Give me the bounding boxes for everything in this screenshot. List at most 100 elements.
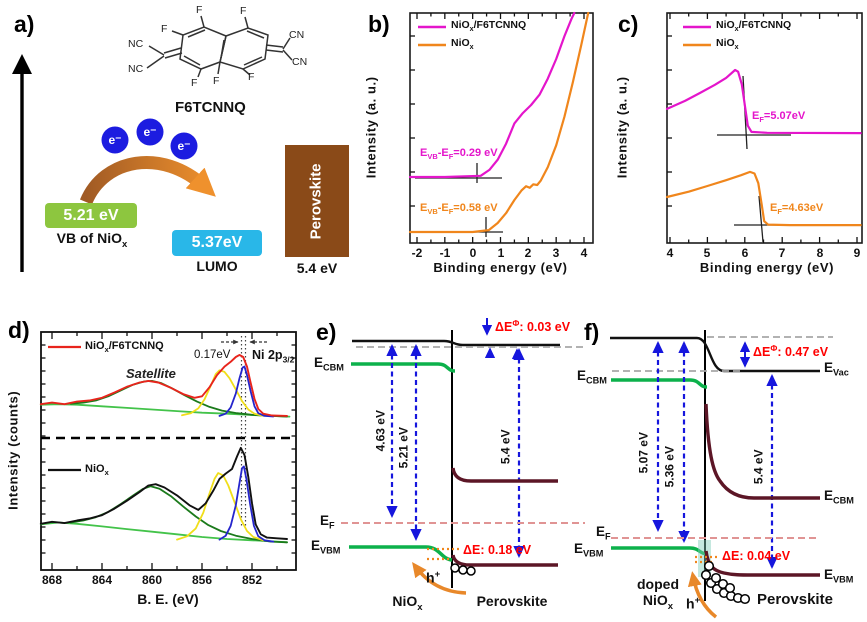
y-axis-label-d: Intensity (counts) [5, 390, 21, 510]
electron-label: e⁻ [108, 133, 122, 147]
hole-label-e: h+ [426, 569, 441, 586]
legend-entry-niox-f6tcnnq-c: NiOx/F6TCNNQ [716, 19, 792, 34]
y-axis-label-c: Intensity (a. u.) [614, 76, 630, 179]
evbm-label-e: EVBM [311, 538, 341, 556]
plot-frame-c [666, 12, 863, 244]
molecule-name: F6TCNNQ [175, 99, 246, 116]
panel-label-b: b) [368, 11, 390, 37]
peak-shift-value: 0.17eV [194, 349, 231, 361]
perovskite-block [285, 145, 349, 257]
legend-entry-niox-f6tcnnq-b: NiOx/F6TCNNQ [451, 19, 527, 34]
curve-b-niox-f6tcnnq [408, 11, 576, 179]
perovskite-block-label: Perovskite [307, 163, 325, 240]
perovskite-material-label-e: Perovskite [476, 593, 548, 609]
lumo-caption: LUMO [196, 258, 238, 274]
x-tick-b: 2 [524, 246, 532, 260]
curve-c-niox [665, 170, 862, 227]
curve-d-top-856 [181, 369, 265, 417]
panel-label-d: d) [8, 317, 30, 343]
vacuum-shift-annotation-f: ΔEΦ: 0.47 eV [753, 343, 829, 360]
x-tick-b: 3 [552, 246, 560, 260]
fluorine-atom-label: F [191, 77, 198, 89]
x-axis-label-c: Binding energy (eV) [699, 260, 835, 275]
fluorine-atom-label: F [248, 71, 255, 83]
work-function-arrows-f [652, 341, 778, 569]
cutoff-markers-c [717, 75, 807, 243]
vbm-offset-annotation-e: ΔE: 0.18 eV [463, 543, 532, 557]
evbm-left-label-f: EVBM [574, 541, 604, 559]
panel-label-a: a) [14, 11, 35, 37]
curve-d-top-853 [218, 365, 275, 418]
work-function-arrows-e [386, 344, 525, 558]
panel-label-c: c) [618, 11, 639, 37]
ef-label-f: EF [596, 524, 611, 542]
vacuum-level-e [352, 339, 560, 347]
plot-frame-d [40, 331, 297, 571]
niox-vbm-line-e [349, 545, 453, 562]
curve-d-bot-background [39, 521, 288, 544]
vbm-offset-dots-e [427, 547, 460, 561]
axis-ticks [41, 13, 858, 570]
lumo-energy-box: 5.37eV [172, 230, 262, 256]
cn-group-label: CN [289, 29, 305, 41]
peak-shift-guides [240, 336, 247, 528]
panel-label-f: f) [584, 319, 600, 345]
electron-circles [101, 118, 198, 160]
perovskite-material-label-f: Perovskite [757, 591, 833, 608]
fluorine-atom-label: F [240, 5, 247, 17]
curve-c-niox-f6tcnnq [665, 68, 862, 135]
evac-label-f: EVac [824, 360, 849, 378]
perovskite-cbm-line-f [704, 403, 820, 500]
hole-circles-e [450, 563, 476, 576]
nc-group-label: NC [128, 38, 144, 50]
ip-value-521: 5.21 eV [396, 427, 411, 469]
ef-annotation-orange: EF=4.63eV [770, 202, 824, 217]
perovskite-vbm-line-e [451, 554, 558, 567]
fluorine-atom-label: F [196, 4, 203, 16]
x-tick-d: 864 [91, 573, 113, 587]
vb-onset-markers-b [415, 163, 503, 237]
x-tick-c: 8 [816, 246, 824, 260]
x-axis-label-d: B. E. (eV) [137, 591, 199, 607]
evbm-right-label-f: EVBM [824, 567, 854, 585]
niox-cbm-line-f [611, 378, 708, 389]
x-tick-d: 852 [241, 573, 263, 587]
vb-onset-annotation-magenta: EVB-EF=0.29 eV [420, 147, 498, 162]
curve-d-bot-853 [218, 465, 275, 543]
x-tick-b: 0 [469, 246, 477, 260]
fluorine-atom-label: F [161, 23, 168, 35]
electron-transfer-arrow [79, 156, 216, 205]
panel-a-graphics [12, 15, 293, 272]
ip-value-536: 5.36 eV [662, 446, 677, 488]
x-tick-d: 856 [191, 573, 213, 587]
curve-d-bot-exp [39, 446, 288, 540]
niox-cbm-line-e [351, 362, 456, 373]
curve-d-top-exp [39, 353, 288, 417]
x-tick-c: 4 [666, 246, 674, 260]
legend-entry-niox-d: NiOx [85, 463, 109, 478]
x-tick-b: 4 [580, 246, 588, 260]
vb-energy-box: 5.21 eV [45, 203, 137, 228]
curve-d-bot-856 [176, 472, 265, 542]
perovskite-cbm-line-e [451, 467, 558, 483]
hole-transfer-arrow-f [687, 571, 718, 619]
electron-label: e⁻ [143, 125, 157, 139]
vb-onset-annotation-orange: EVB-EF=0.58 eV [420, 202, 498, 217]
ecbm-left-label-f: ECBM [577, 368, 607, 386]
panel-c-graphics [666, 12, 863, 244]
vbm-offset-annotation-f: ΔE: 0.04 eV [722, 549, 791, 563]
x-tick-d: 868 [41, 573, 63, 587]
ecbm-label-e: ECBM [314, 355, 344, 373]
cn-group-label: CN [292, 56, 308, 68]
ip-value-54-e: 5.4 eV [498, 429, 513, 465]
wf-value-463: 4.63 eV [373, 410, 388, 452]
ef-label-e: EF [320, 513, 335, 531]
x-tick-c: 5 [703, 246, 711, 260]
plot-frame-b [409, 12, 594, 244]
doped-niox-material-label: doped NiOx [637, 576, 679, 612]
vacuum-shift-annotation-e: ΔEΦ: 0.03 eV [495, 318, 571, 335]
curve-b-niox [408, 11, 590, 234]
legend-entry-niox-f6tcnnq-d: NiOx/F6TCNNQ [85, 340, 164, 355]
